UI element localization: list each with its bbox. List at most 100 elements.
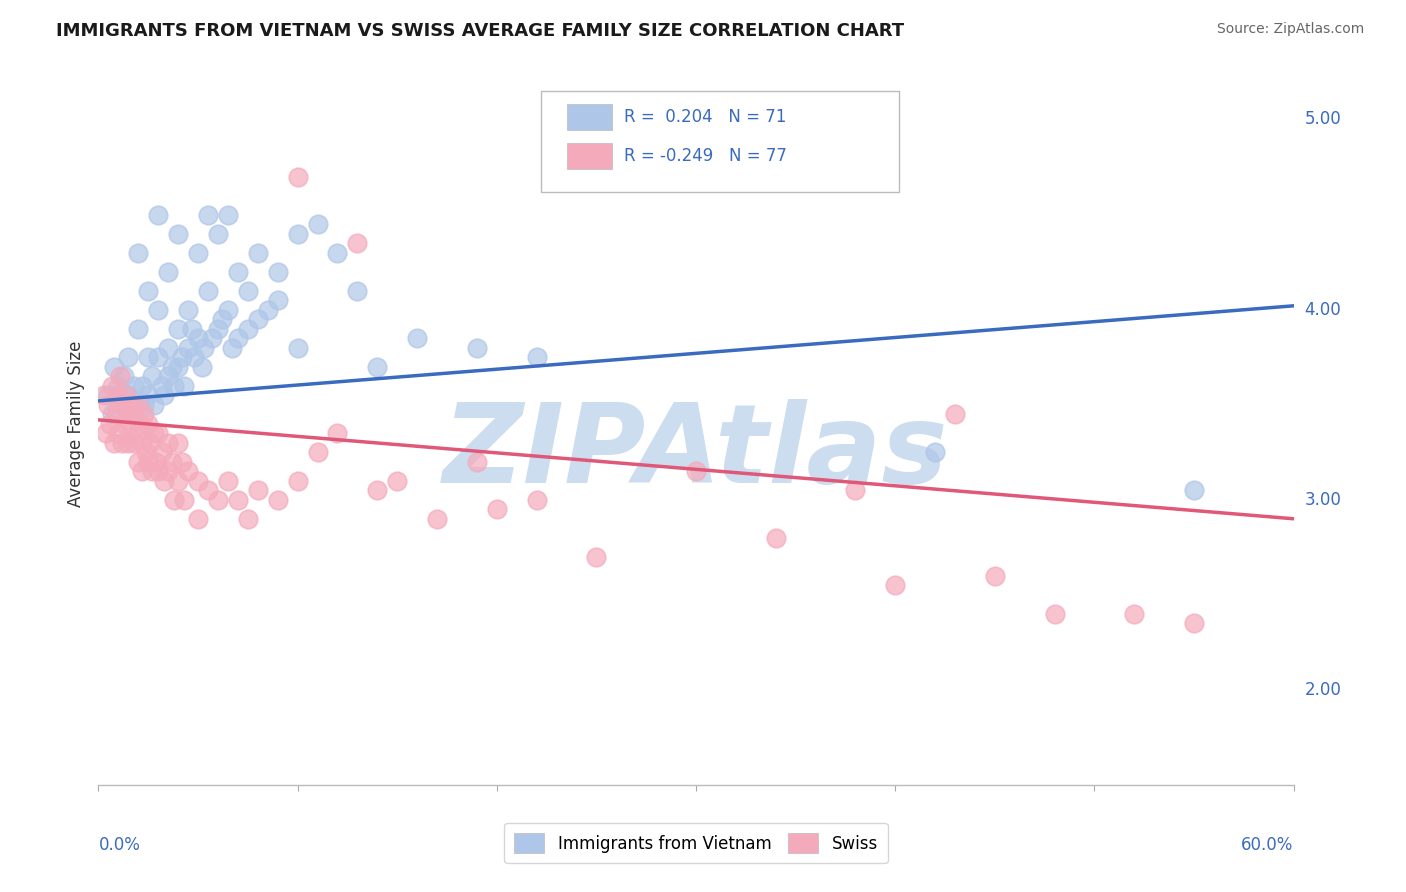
Point	[157, 264, 180, 278]
Point	[984, 569, 1007, 583]
Text: 3.00: 3.00	[1305, 491, 1341, 508]
Point	[120, 417, 142, 431]
Point	[143, 426, 166, 441]
Point	[177, 341, 200, 355]
Point	[117, 407, 139, 421]
Point	[157, 341, 180, 355]
Point	[143, 398, 166, 412]
Point	[256, 302, 278, 317]
Point	[115, 388, 138, 402]
Point	[136, 284, 159, 298]
Point	[153, 388, 176, 402]
Point	[246, 312, 269, 326]
Point	[98, 417, 122, 431]
Point	[148, 208, 170, 222]
Point	[211, 312, 233, 326]
Point	[96, 426, 118, 441]
Point	[765, 531, 787, 545]
Point	[287, 169, 309, 184]
Point	[217, 474, 239, 488]
Point	[101, 378, 124, 392]
Point	[187, 474, 209, 488]
Point	[346, 284, 368, 298]
Point	[267, 264, 290, 278]
Text: 60.0%: 60.0%	[1241, 836, 1294, 854]
Point	[107, 426, 129, 441]
Point	[167, 227, 190, 241]
Point	[287, 474, 309, 488]
Point	[226, 331, 249, 345]
Point	[112, 417, 135, 431]
Point	[167, 435, 190, 450]
Point	[924, 445, 946, 459]
Point	[207, 492, 229, 507]
Point	[366, 359, 388, 374]
Text: 0.0%: 0.0%	[98, 836, 141, 854]
Point	[177, 302, 200, 317]
Point	[236, 512, 259, 526]
FancyBboxPatch shape	[541, 91, 900, 193]
Point	[187, 245, 209, 260]
Point	[187, 512, 209, 526]
Point	[148, 464, 170, 478]
Point	[145, 455, 167, 469]
Point	[134, 398, 156, 412]
Point	[173, 492, 195, 507]
Legend: Immigrants from Vietnam, Swiss: Immigrants from Vietnam, Swiss	[505, 823, 887, 863]
Point	[148, 302, 170, 317]
Point	[107, 388, 129, 402]
Point	[1182, 616, 1205, 631]
Text: 4.00: 4.00	[1305, 301, 1341, 318]
Point	[207, 227, 229, 241]
Point	[465, 455, 488, 469]
Text: IMMIGRANTS FROM VIETNAM VS SWISS AVERAGE FAMILY SIZE CORRELATION CHART: IMMIGRANTS FROM VIETNAM VS SWISS AVERAGE…	[56, 22, 904, 40]
Point	[236, 321, 259, 335]
Point	[101, 407, 124, 421]
Point	[157, 464, 180, 478]
Point	[136, 350, 159, 364]
Point	[141, 369, 163, 384]
Point	[884, 578, 907, 592]
Point	[226, 264, 249, 278]
Point	[117, 388, 139, 402]
Text: R =  0.204   N = 71: R = 0.204 N = 71	[624, 108, 786, 126]
Point	[1182, 483, 1205, 498]
Point	[139, 435, 162, 450]
Point	[197, 208, 219, 222]
Point	[526, 350, 548, 364]
Point	[112, 369, 135, 384]
Point	[197, 483, 219, 498]
Point	[406, 331, 429, 345]
Point	[585, 549, 607, 564]
Point	[485, 502, 508, 516]
Point	[141, 464, 163, 478]
Point	[157, 435, 180, 450]
Point	[117, 435, 139, 450]
Point	[844, 483, 866, 498]
Point	[127, 426, 149, 441]
Point	[105, 407, 128, 421]
Point	[136, 455, 159, 469]
Point	[124, 435, 146, 450]
Point	[426, 512, 449, 526]
Point	[148, 350, 170, 364]
Point	[111, 398, 134, 412]
Point	[191, 359, 214, 374]
Y-axis label: Average Family Size: Average Family Size	[66, 341, 84, 507]
Point	[150, 378, 173, 392]
Point	[160, 359, 183, 374]
Text: R = -0.249   N = 77: R = -0.249 N = 77	[624, 147, 787, 165]
Point	[366, 483, 388, 498]
Point	[346, 235, 368, 250]
Point	[221, 341, 243, 355]
Point	[685, 464, 707, 478]
Text: 5.00: 5.00	[1305, 111, 1341, 128]
Point	[129, 417, 152, 431]
Point	[465, 341, 488, 355]
Point	[172, 350, 194, 364]
Point	[193, 341, 215, 355]
Point	[1043, 607, 1066, 621]
Point	[207, 321, 229, 335]
Point	[107, 378, 129, 392]
Point	[943, 407, 966, 421]
